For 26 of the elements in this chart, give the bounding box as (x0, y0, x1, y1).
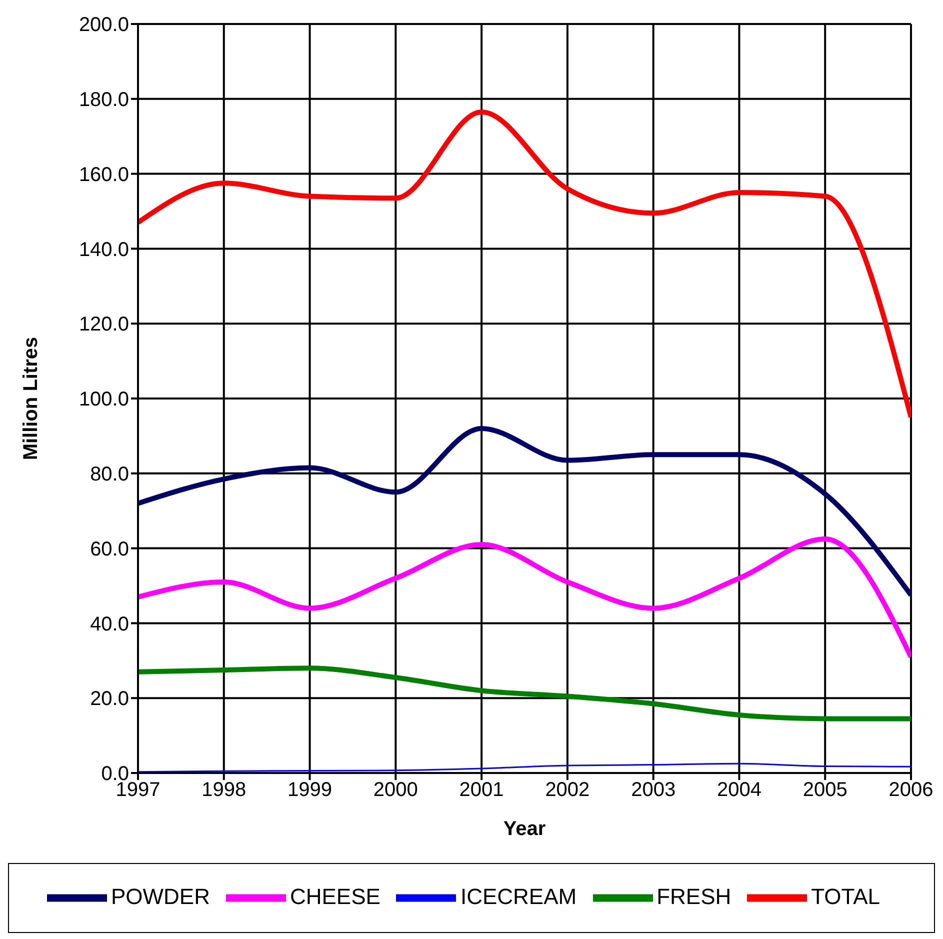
legend-label: CHEESE (290, 884, 380, 909)
x-tick-label: 1998 (202, 779, 246, 802)
y-tick-label: 40.0 (90, 613, 129, 636)
x-tick-label: 1999 (288, 779, 332, 802)
x-tick-label: 2004 (716, 779, 762, 802)
y-tick-label: 20.0 (90, 688, 129, 710)
y-axis-title: Million Litres (20, 336, 42, 460)
x-axis-title: Year (503, 818, 546, 840)
y-tick-label: 140.0 (78, 238, 129, 261)
y-tick-label: 200.0 (78, 14, 129, 36)
y-tick-label: 100.0 (78, 388, 129, 411)
y-tick-label: 160.0 (78, 164, 129, 186)
x-tick-label: 2002 (545, 779, 590, 802)
legend-label: FRESH (656, 884, 732, 909)
y-tick-label: 60.0 (90, 538, 129, 560)
x-tick-label: 2001 (459, 779, 504, 802)
legend-label: TOTAL (811, 884, 880, 909)
y-tick-label: 80.0 (90, 464, 129, 486)
legend-label: POWDER (110, 884, 210, 909)
legend-label: ICECREAM (460, 884, 577, 909)
y-tick-label: 120.0 (78, 314, 129, 336)
x-tick-label: 2000 (373, 779, 418, 802)
x-tick-label: 2006 (888, 779, 934, 802)
y-tick-label: 180.0 (78, 89, 129, 111)
x-tick-label: 2005 (802, 779, 848, 802)
x-tick-label: 2003 (631, 779, 676, 802)
